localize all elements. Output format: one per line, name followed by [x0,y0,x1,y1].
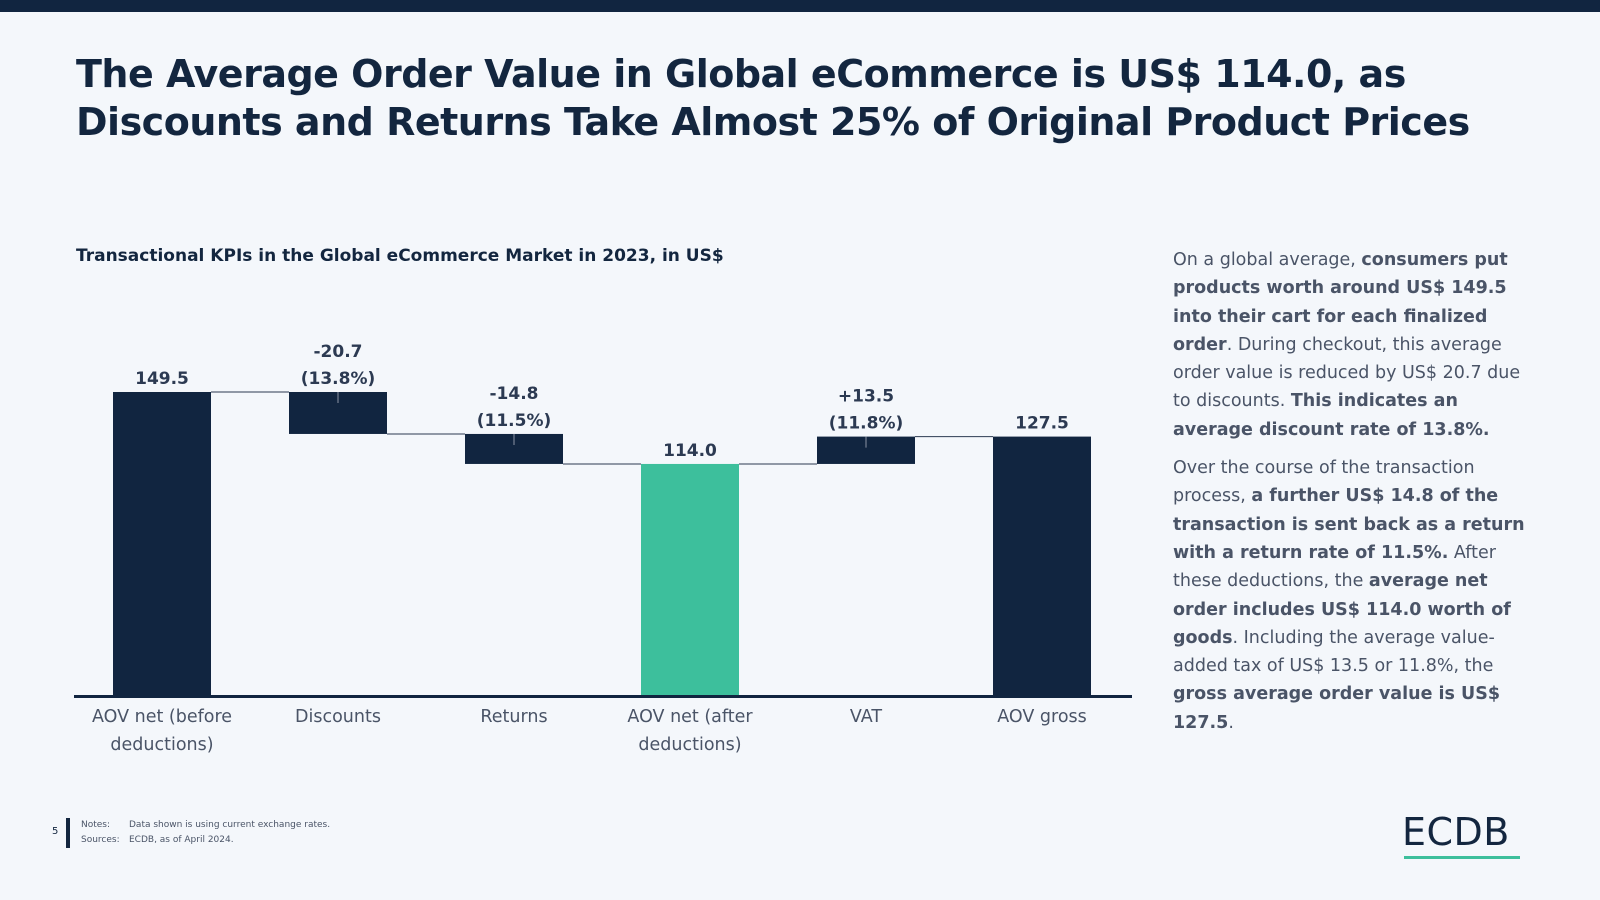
description-text: . During checkout, this average order va… [1173,334,1521,412]
page-title: The Average Order Value in Global eComme… [76,52,1470,144]
footer-notes: Notes: Data shown is using current exchan… [81,818,330,848]
description-emphasis: gross average order value is US$ 127.5 [1173,684,1501,733]
sources-label: Sources: [81,835,120,845]
notes-text: Data shown is using current exchange rat… [129,820,331,830]
description-paragraph-2: Over the course of the transaction proce… [1173,454,1533,737]
category-label-3-1: deductions) [638,735,741,755]
description-emphasis: consumers put products worth around US$ … [1173,250,1508,355]
bar-0 [113,392,211,695]
data-label-4-0: +13.5 [838,387,894,407]
description-text: On a global average, [1173,250,1362,270]
data-label-2-0: -14.8 [490,384,539,404]
description-text: Over the course of the transaction proce… [1173,458,1475,507]
data-label-5-0: 127.5 [1015,414,1069,434]
footer-divider [66,818,70,848]
data-label-1-1: (13.8%) [301,369,376,389]
category-label-0-0: AOV net (before [92,707,232,727]
description-paragraph-1: On a global average, consumers put produ… [1173,246,1533,444]
data-label-1-0: -20.7 [314,342,363,362]
description-emphasis: a further US$ 14.8 of the transaction is… [1173,486,1525,563]
notes-label: Notes: [81,820,111,830]
bar-3 [641,463,739,695]
logo-underline [1404,856,1520,859]
description-text: After these deductions, the [1173,542,1496,592]
page-number: 5 [52,826,59,837]
category-label-5-0: AOV gross [997,707,1087,727]
category-label-0-1: deductions) [110,735,213,755]
description-panel: On a global average, consumers put produ… [1173,246,1533,747]
chart-title: Transactional KPIs in the Global eCommer… [76,246,724,266]
top-bar [0,0,1600,12]
ecdb-logo: ECDB [1402,810,1510,854]
sources-text: ECDB, as of April 2024. [129,835,234,845]
data-label-2-1: (11.5%) [477,411,552,431]
description-emphasis: This indicates an average discount rate … [1173,391,1490,440]
bar-5 [993,436,1091,695]
data-label-3-0: 114.0 [663,441,717,461]
category-label-2-0: Returns [480,707,547,727]
category-label-4-0: VAT [850,707,882,727]
category-label-1-0: Discounts [295,707,381,727]
description-emphasis: average net order includes US$ 114.0 wor… [1173,571,1511,648]
waterfall-chart: 149.5 AOV net (before deductions) -20.7 (13.… [74,342,1132,755]
description-text: . [1228,712,1234,733]
data-label-4-1: (11.8%) [829,414,904,434]
data-label-0-0: 149.5 [135,369,189,389]
category-label-3-0: AOV net (after [627,707,753,727]
description-text: . Including the average value-added tax … [1173,627,1495,677]
